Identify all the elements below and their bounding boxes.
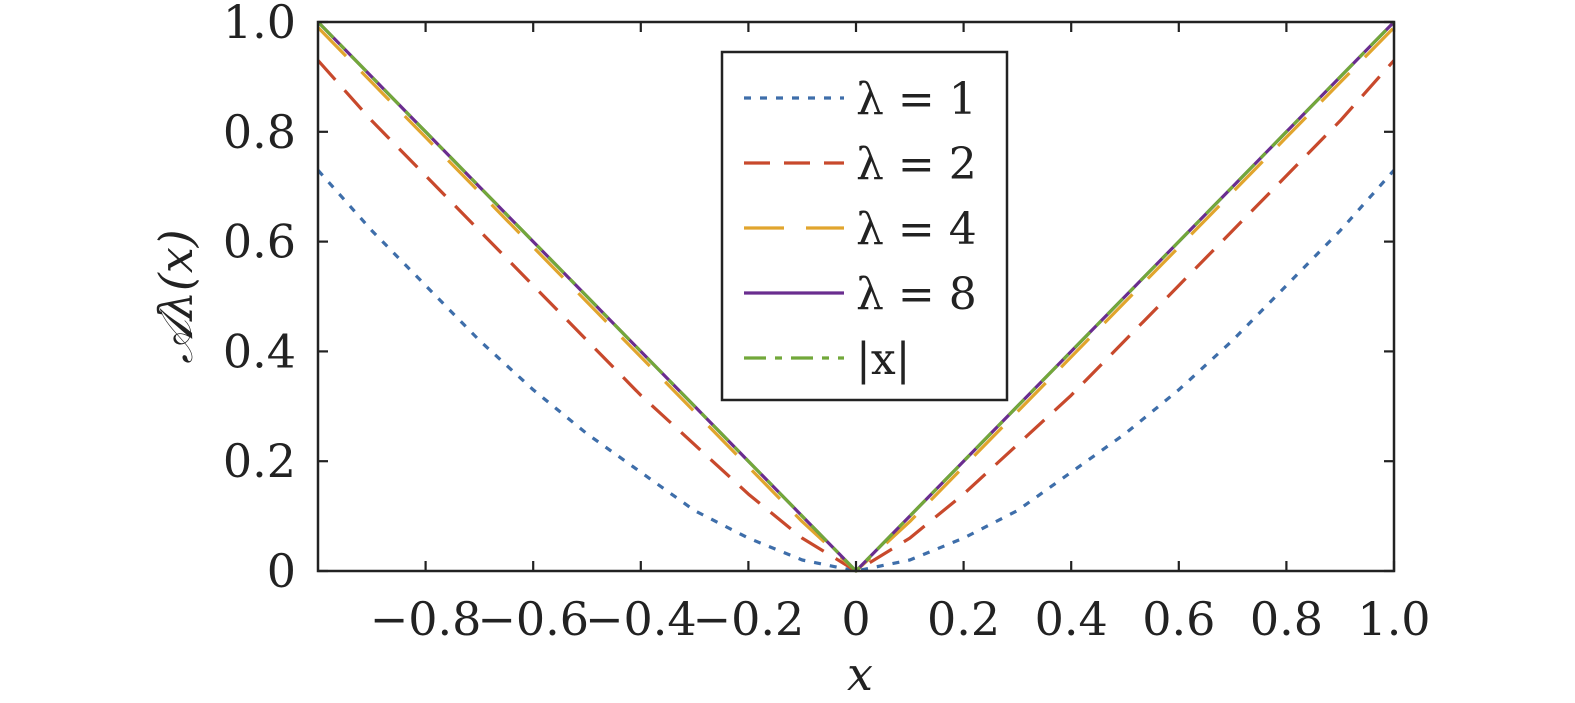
x-tick-label: 0.6 [1142,592,1215,646]
y-tick-label: 0.2 [223,434,296,488]
y-tick-label: 0 [267,544,296,598]
x-tick-label: 0 [841,592,870,646]
legend-box [720,50,1009,402]
legend-label: λ = 2 [856,139,977,190]
legend: λ = 1 λ = 2 λ = 4 λ = 8 |x| [720,50,1009,402]
x-tick-label: 0.2 [927,592,1000,646]
x-tick-label: −0.6 [477,592,589,646]
x-tick-label: 1.0 [1357,592,1430,646]
x-tick-label: 0.4 [1035,592,1108,646]
y-axis-label: 𝒜λ(x) [149,229,203,364]
y-tick-label: 0.6 [223,215,296,269]
legend-label: |x| [856,334,910,385]
x-tick-label: 0.8 [1250,592,1323,646]
y-tick-label: 1.0 [223,0,296,49]
y-tick-label: 0.8 [223,105,296,159]
x-tick-label: −0.2 [693,592,805,646]
x-tick-label: −0.8 [370,592,482,646]
legend-label: λ = 4 [856,204,977,255]
legend-label: λ = 8 [856,269,977,320]
x-axis-label: x [847,647,873,701]
legend-label: λ = 1 [856,74,977,125]
series-line-0 [318,169,1394,573]
x-tick-label: −0.4 [585,592,697,646]
y-tick-label: 0.4 [223,324,296,378]
axes-layer: −0.8−0.6−0.4−0.2 0 0.2 0.4 0.6 0.8 1.0 0 0.2 0.4 0… [149,0,1431,701]
